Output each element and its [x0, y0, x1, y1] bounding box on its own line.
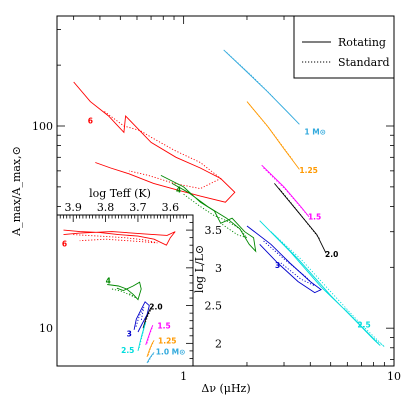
main-track-3-standard	[263, 240, 316, 287]
main-x-axis-label: Δν (μHz)	[201, 382, 250, 395]
inset-track-1-5-label: 1.5	[157, 321, 170, 330]
main-track-6-label: 6	[88, 116, 93, 125]
inset-track-4-standard	[111, 288, 137, 299]
inset-track-6-rotating	[63, 229, 176, 246]
main-track-1-25-standard	[248, 104, 294, 161]
legend-standard-label: Standard	[338, 56, 390, 69]
legend: Rotating Standard	[293, 15, 395, 79]
main-x-tick-label: 10	[387, 370, 401, 383]
inset-track-2-0-rotating	[142, 305, 154, 329]
inset-track-labels: 6 4 3 2.0 1.5 2.5 1.25 1.0 M⊙	[62, 240, 186, 357]
inset-track-3-standard	[135, 306, 145, 327]
main-track-3-label: 3	[275, 261, 280, 270]
inset-track-6-label: 6	[62, 240, 67, 249]
main-track-6-rotating	[73, 81, 236, 203]
main-track-1-5-standard	[263, 167, 309, 216]
main-track-2-5-label: 2.5	[357, 320, 370, 329]
main-track-1-standard	[226, 52, 275, 99]
inset-track-6-standard	[73, 234, 158, 244]
main-track-1-label: 1 M⊙	[304, 127, 326, 136]
inset-y-axis-label: log L/L⊙	[193, 245, 206, 293]
inset-track-1-5-standard	[146, 327, 153, 344]
main-track-2-5-standard	[270, 231, 385, 348]
inset-track-2-5-standard	[138, 326, 145, 349]
inset-y-tick-label: 2.5	[205, 300, 223, 313]
main-track-1-25-label: 1.25	[299, 166, 318, 175]
inset-axis-ticks: 3.9 3.8 3.7 3.6 2 2.5 3 3.5	[56, 201, 223, 367]
legend-box	[293, 15, 395, 79]
main-track-6-standard	[104, 111, 222, 190]
main-track-1-5-label: 1.5	[308, 212, 321, 221]
inset-track-1-25-label: 1.25	[158, 336, 177, 345]
inset-series-group	[63, 229, 176, 364]
inset-x-tick-label: 3.6	[162, 201, 180, 214]
inset-track-1-25-standard	[147, 341, 154, 356]
main-track-4-rotating	[160, 174, 257, 253]
inset-track-3-label: 3	[127, 330, 132, 339]
inset-y-tick-label: 3.5	[205, 224, 223, 237]
main-track-labels: 6 4 3 2.5 2.0 1.5 1.25 1 M⊙	[88, 116, 371, 329]
inset-track-4-label: 4	[106, 277, 111, 286]
legend-rotating-label: Rotating	[338, 36, 386, 49]
inset-x-axis-label: log Teff (K)	[89, 187, 151, 200]
inset-track-2-5-label: 2.5	[121, 346, 134, 355]
main-y-axis-label: A_max/A_max,⊙	[10, 146, 23, 237]
main-track-2-0-standard	[278, 188, 321, 240]
inset-x-tick-label: 3.9	[64, 201, 82, 214]
inset-track-3-rotating	[133, 301, 150, 333]
main-plot-frame	[56, 15, 395, 367]
main-y-tick-label: 10	[39, 322, 53, 335]
inset-x-tick-label: 3.8	[97, 201, 115, 214]
inset-track-2-0-standard	[143, 308, 152, 326]
main-y-tick-label: 100	[32, 120, 53, 133]
main-track-2-5-rotating	[259, 220, 381, 346]
inset-track-4-rotating	[107, 281, 142, 301]
main-track-1-rotating	[223, 49, 300, 125]
main-track-2-0-label: 2.0	[325, 250, 338, 259]
main-x-tick-label: 1	[180, 370, 187, 383]
inset-x-tick-label: 3.7	[129, 201, 147, 214]
inset-y-tick-label: 2	[215, 337, 222, 350]
main-track-4-label: 4	[176, 185, 181, 194]
main-track-3-rotating	[246, 225, 322, 294]
inset-y-tick-label: 3	[215, 262, 222, 275]
inset-plot: 3.9 3.8 3.7 3.6 2 2.5 3 3.5 6 4 3 2.0 1.5 2.5 1.25 1.0…	[56, 187, 223, 367]
inset-track-2-0-label: 2.0	[149, 302, 162, 311]
inset-track-1-label: 1.0 M⊙	[156, 348, 186, 357]
main-series-group	[73, 49, 385, 348]
